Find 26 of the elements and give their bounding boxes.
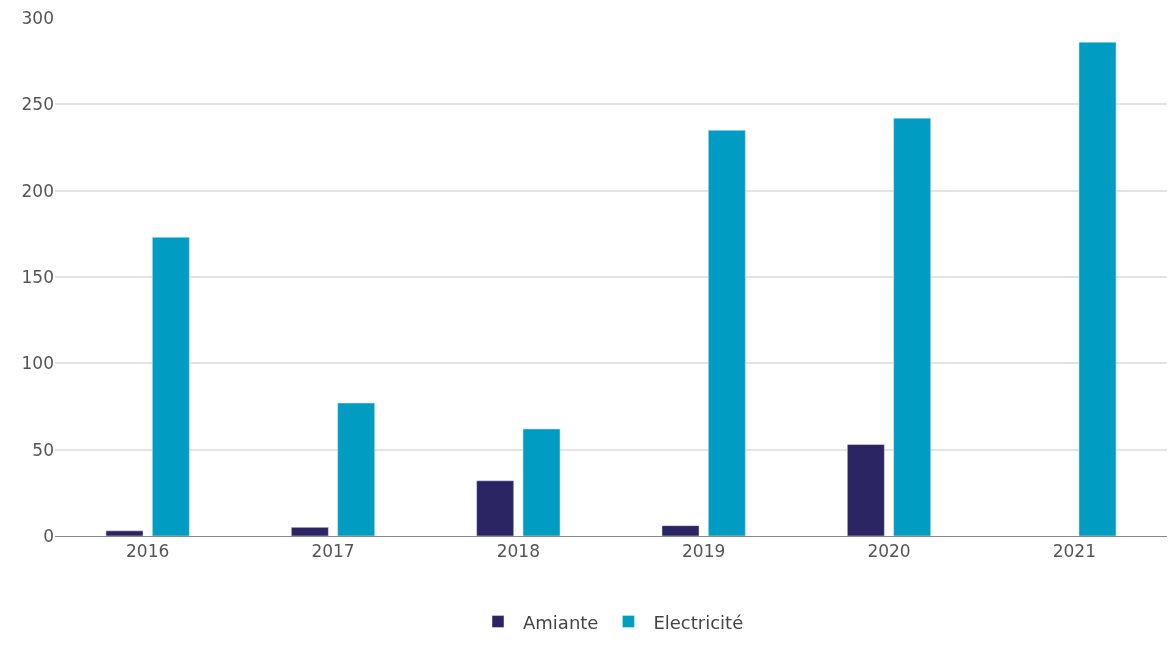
y-tick-label: 300 xyxy=(21,7,54,28)
y-tick-label: 200 xyxy=(21,180,54,201)
bar xyxy=(708,129,746,536)
legend-label: Amiante xyxy=(523,611,599,633)
bar xyxy=(291,527,329,536)
x-tick-label: 2020 xyxy=(867,541,911,562)
legend-label: Electricité xyxy=(653,611,744,633)
x-tick-label: 2016 xyxy=(126,541,170,562)
y-tick-label: 50 xyxy=(32,439,54,460)
bar xyxy=(847,444,885,536)
x-tick-label: 2021 xyxy=(1052,541,1096,562)
bar xyxy=(661,525,700,536)
y-tick-label: 250 xyxy=(21,94,54,115)
bar xyxy=(522,428,561,536)
y-tick-label: 0 xyxy=(43,525,54,546)
x-tick-label: 2019 xyxy=(682,541,726,562)
x-tick-label: 2018 xyxy=(496,541,540,562)
bar xyxy=(337,402,375,536)
bar xyxy=(1078,41,1117,536)
bar xyxy=(152,237,190,536)
bar xyxy=(476,480,514,536)
bar xyxy=(893,117,931,536)
bar xyxy=(105,530,144,536)
y-tick-label: 100 xyxy=(21,353,54,374)
y-tick-label: 150 xyxy=(21,266,54,287)
x-tick-label: 2017 xyxy=(311,541,355,562)
